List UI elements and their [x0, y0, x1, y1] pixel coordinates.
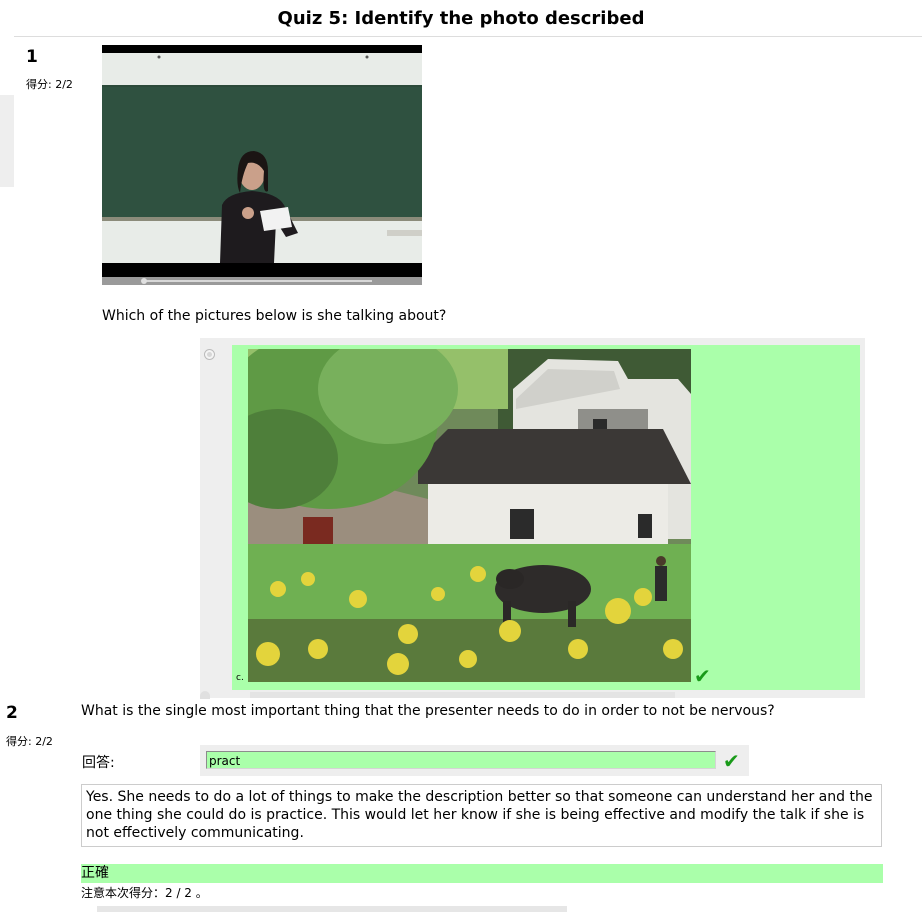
title-divider — [14, 36, 922, 37]
question-prompt: What is the single most important thing … — [81, 703, 775, 719]
option-radio[interactable] — [204, 349, 215, 360]
next-block-edge — [97, 906, 567, 912]
feedback-text: Yes. She needs to do a lot of things to … — [81, 784, 882, 847]
correct-status-bar: 正確 — [81, 864, 883, 883]
option-photo — [248, 349, 691, 682]
question-number: 1 — [26, 47, 38, 67]
correct-check-icon: ✔ — [723, 749, 740, 773]
video-player[interactable] — [102, 45, 422, 285]
option-scroll-track — [250, 692, 675, 698]
question-prompt: Which of the pictures below is she talki… — [102, 308, 447, 324]
question-number: 2 — [6, 703, 18, 723]
score-note: 注意本次得分：2 / 2 。 — [81, 886, 208, 900]
question-score: 得分: 2/2 — [26, 78, 73, 91]
radio-stub — [200, 691, 210, 699]
answer-label: 回答: — [82, 755, 115, 771]
answer-input[interactable]: pract — [206, 751, 716, 769]
question-score: 得分: 2/2 — [6, 735, 53, 748]
option-letter: c. — [236, 673, 244, 683]
page-title: Quiz 5: Identify the photo described — [277, 8, 645, 29]
correct-check-icon: ✔ — [694, 664, 711, 688]
left-block-strip — [0, 95, 14, 187]
